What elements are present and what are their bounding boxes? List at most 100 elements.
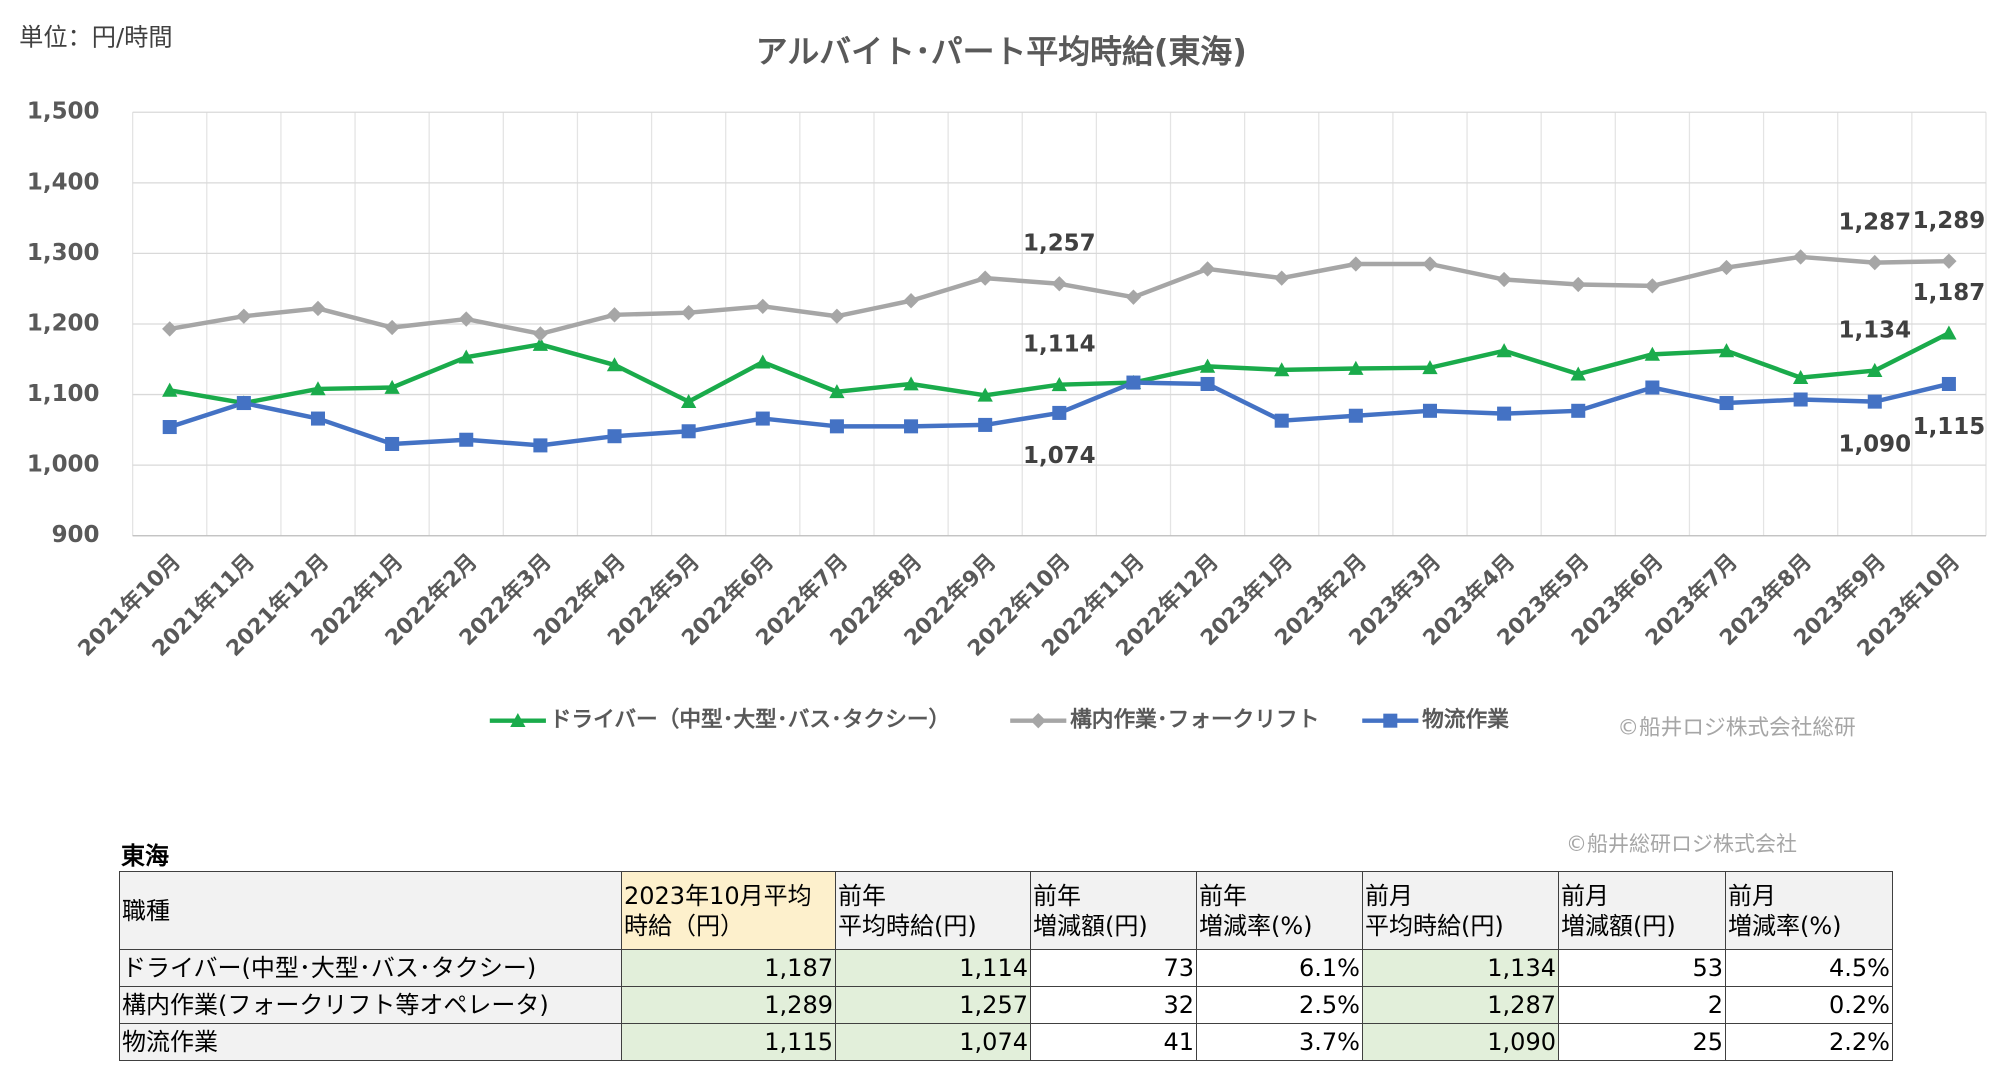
header-cell: 職種 (119, 871, 622, 950)
legend-label: 構内作業･フォークリフト (1070, 707, 1319, 733)
y-tick-label: 1,200 (27, 310, 100, 336)
unit-label: 単位：円/時間 (19, 23, 172, 51)
marker (1422, 403, 1437, 418)
data-label: 1,114 (1023, 332, 1096, 358)
marker (1867, 394, 1882, 409)
marker (978, 417, 993, 432)
legend-marker (1383, 713, 1398, 728)
marker (1941, 253, 1957, 269)
data-label: 1,187 (1913, 280, 1986, 306)
table-cell: 1,287 (1362, 986, 1559, 1024)
table-row: 構内作業(フォークリフト等オペレータ) 1,289 1,257 32 2.5% 1,287… (119, 986, 1893, 1024)
marker (1570, 366, 1586, 381)
header-cell: 前年 増減額(円) (1030, 871, 1197, 950)
table-cell: 73 (1030, 949, 1197, 987)
table-cell: 2 (1558, 986, 1726, 1024)
data-label: 1,134 (1838, 318, 1911, 344)
header-cell: 前年 増減率(%) (1196, 871, 1363, 950)
table: 職種 2023年10月平均 時給（円） 前年 平均時給(円) 前年 増減額(円) 前年 … (119, 871, 1893, 1061)
marker (1348, 256, 1364, 272)
data-label: 1,074 (1023, 443, 1096, 469)
marker (1645, 380, 1660, 395)
marker (680, 393, 697, 409)
marker (1644, 346, 1661, 361)
table-cell: 物流作業 (119, 1023, 622, 1061)
header-cell: 前月 増減率(%) (1725, 871, 1893, 950)
table-body: ドライバー(中型･大型･バス･タクシー) 1,187 1,114 73 6.1% 1,13… (119, 949, 1893, 1061)
data-label: 1,090 (1838, 431, 1911, 457)
marker (533, 438, 548, 453)
legend-label: 物流作業 (1422, 707, 1509, 733)
series-line (169, 254, 1949, 337)
header-cell: 前月 平均時給(円) (1362, 871, 1559, 950)
data-label: 1,257 (1023, 231, 1096, 257)
marker (384, 379, 400, 394)
y-tick-label: 1,500 (27, 99, 100, 125)
marker (1644, 278, 1661, 294)
y-tick-label: 1,000 (27, 452, 100, 478)
marker (162, 420, 177, 435)
marker (977, 387, 993, 402)
marker (310, 411, 325, 426)
header-cell: 2023年10月平均 時給（円） (621, 871, 836, 950)
marker (755, 354, 771, 369)
legend-marker (510, 713, 526, 728)
table-cell: 4.5% (1725, 949, 1893, 987)
marker (903, 293, 919, 309)
chart-title: アルバイト･パート平均時給(東海) (756, 33, 1247, 71)
marker (1570, 276, 1586, 293)
marker (1274, 413, 1289, 428)
marker (1422, 256, 1438, 272)
table-cell: 1,289 (621, 986, 836, 1024)
table-cell: 2.5% (1196, 986, 1363, 1024)
marker (755, 298, 771, 315)
header-cell: 前年 平均時給(円) (835, 871, 1031, 950)
marker (1125, 289, 1142, 305)
marker (385, 436, 400, 451)
marker (1719, 396, 1734, 411)
marker (458, 311, 474, 327)
y-tick-label: 900 (52, 522, 100, 548)
table-cell: 6.1% (1196, 949, 1363, 987)
marker (606, 307, 623, 323)
marker (1422, 360, 1438, 375)
marker (680, 305, 697, 321)
marker (1496, 343, 1512, 358)
header-cell: 前月 増減額(円) (1558, 871, 1726, 950)
y-tick-label: 1,400 (27, 169, 100, 195)
marker (1051, 276, 1067, 292)
marker (1792, 369, 1809, 385)
marker (1571, 403, 1586, 418)
marker (829, 419, 844, 434)
marker (1941, 376, 1956, 391)
marker (162, 382, 178, 397)
legend-label: ドライバー（中型･大型･バス･タクシー） (550, 708, 950, 733)
data-label: 1,287 (1838, 210, 1911, 236)
table-title: 東海 (121, 842, 169, 870)
table-cell: 25 (1558, 1023, 1726, 1061)
marker (755, 411, 770, 426)
marker (829, 384, 845, 399)
marker (1126, 375, 1141, 390)
marker (236, 308, 252, 324)
table-cell: 41 (1030, 1023, 1197, 1061)
data-label: 1,289 (1913, 208, 1986, 234)
marker (1199, 261, 1216, 277)
table-copyright: ©船井総研ロジ株式会社 (1566, 832, 1797, 856)
marker (384, 319, 400, 336)
copyright: ©船井ロジ株式会社総研 (1617, 715, 1855, 740)
table-cell: 1,074 (835, 1023, 1031, 1061)
table-cell: 2.2% (1725, 1023, 1893, 1061)
marker (681, 424, 696, 439)
table-header: 職種 2023年10月平均 時給（円） 前年 平均時給(円) 前年 増減額(円) 前年 … (119, 871, 1893, 950)
marker (829, 308, 845, 324)
marker (606, 357, 623, 372)
marker (532, 326, 549, 342)
table-cell: 3.7% (1196, 1023, 1363, 1061)
legend-marker (1030, 713, 1046, 729)
marker (532, 336, 549, 351)
table-row: 物流作業 1,115 1,074 41 3.7% 1,090 25 2.2% (119, 1023, 1893, 1061)
table-cell: 1,115 (621, 1023, 836, 1061)
marker (1867, 254, 1883, 271)
